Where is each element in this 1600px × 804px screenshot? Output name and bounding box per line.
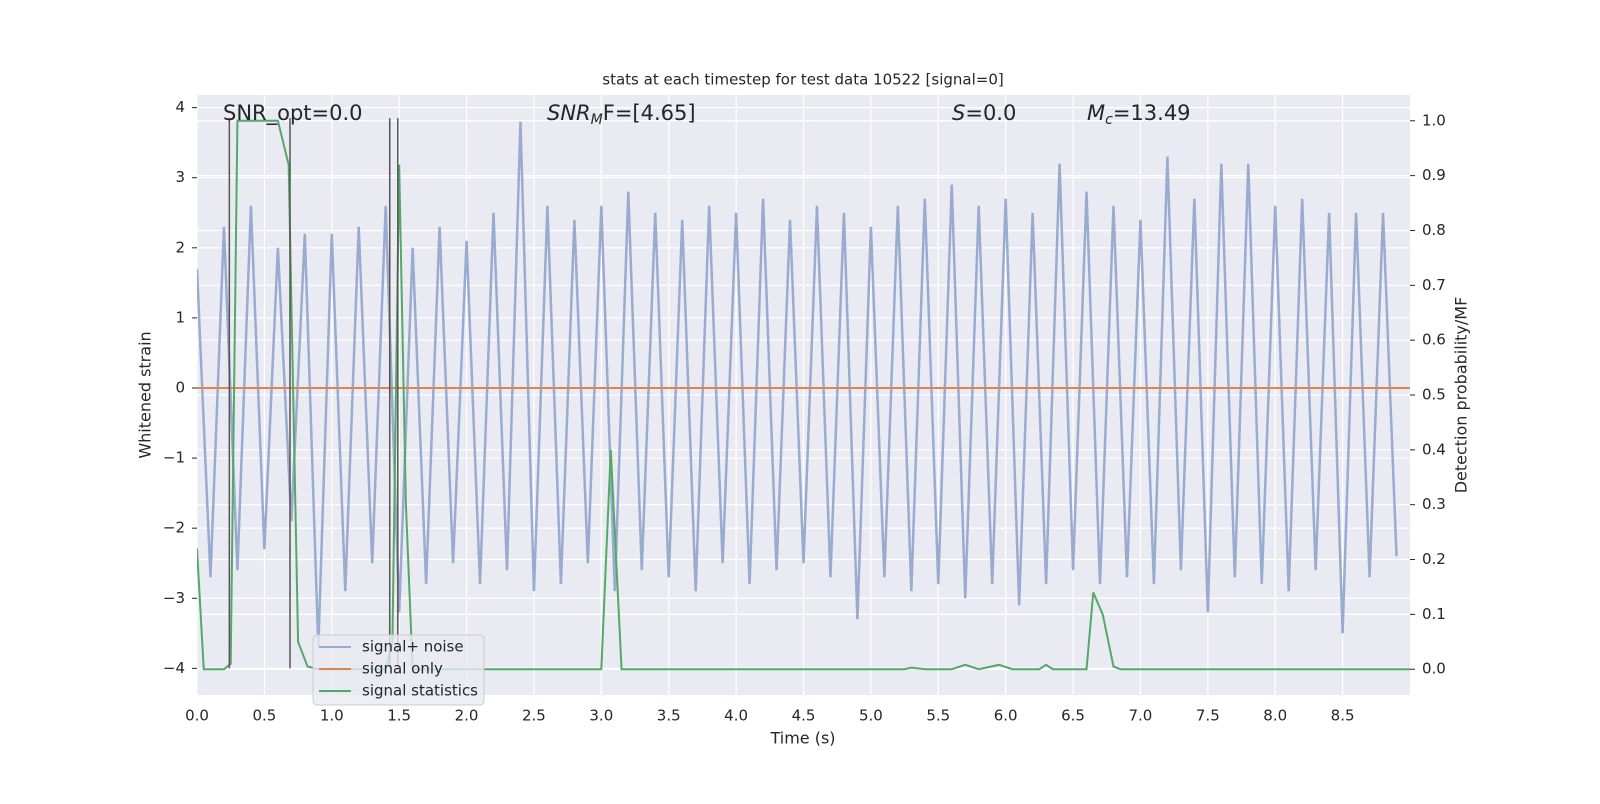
y2-tick-label: 0.6 bbox=[1422, 331, 1446, 349]
x-tick-label: 8.5 bbox=[1331, 707, 1355, 725]
annotation-main: M bbox=[1087, 101, 1105, 125]
y2-tick-label: 0.1 bbox=[1422, 605, 1446, 623]
annotation-sub: c bbox=[1105, 112, 1113, 128]
x-tick-label: 5.0 bbox=[859, 707, 883, 725]
x-tick-label: 2.0 bbox=[455, 707, 479, 725]
x-tick-label: 6.5 bbox=[1061, 707, 1085, 725]
x-tick-label: 0.0 bbox=[185, 707, 209, 725]
annotation: S=0.0 bbox=[952, 101, 1016, 125]
legend-label: signal statistics bbox=[362, 682, 478, 700]
legend-box bbox=[312, 634, 485, 706]
y-tick-label: 0 bbox=[175, 378, 185, 396]
annotation-sub: M bbox=[591, 112, 603, 128]
y-tick-label: −1 bbox=[163, 449, 185, 467]
y-axis-label: Whitened strain bbox=[136, 331, 155, 458]
labels: 0.0 0.5 1.0 1.5 2.0 2.5 3.0 3.5 4.0 4.5 5.0 5.5 6.0 6… bbox=[163, 98, 1446, 724]
x-tick-label: 7.5 bbox=[1196, 707, 1220, 725]
annotation-rest: F=[4.65] bbox=[603, 101, 696, 125]
x-tick-label: 4.0 bbox=[724, 707, 748, 725]
x-tick-label: 2.5 bbox=[522, 707, 546, 725]
annotation-main: SNR bbox=[547, 101, 591, 125]
annotation-main: S bbox=[952, 101, 965, 125]
y-tick-label: 1 bbox=[175, 308, 185, 326]
annotation: Mc=13.49 bbox=[1087, 101, 1191, 128]
annotation-text: SNR_opt=0.0 bbox=[223, 101, 363, 126]
annotation-rest: =13.49 bbox=[1113, 101, 1191, 125]
x-tick-label: 0.5 bbox=[252, 707, 276, 725]
annotation: SNR_opt=0.0 bbox=[223, 101, 363, 126]
x-tick-label: 4.5 bbox=[792, 707, 816, 725]
series-line bbox=[197, 121, 1398, 648]
y-tick-label: 3 bbox=[175, 168, 185, 186]
x-tick-label: 8.0 bbox=[1263, 707, 1287, 725]
chart-title: stats at each timestep for test data 105… bbox=[602, 71, 1003, 89]
x-axis-label: Time (s) bbox=[769, 729, 835, 748]
y2-axis-label: Detection probability/MF bbox=[1452, 297, 1471, 494]
x-tick-label: 5.5 bbox=[926, 707, 950, 725]
marks bbox=[197, 118, 1410, 671]
y2-tick-label: 0.0 bbox=[1422, 660, 1446, 678]
legend-label: signal+ noise bbox=[362, 638, 464, 656]
series-line bbox=[197, 119, 1410, 671]
x-tick-label: 3.0 bbox=[589, 707, 613, 725]
y2-tick-label: 0.8 bbox=[1422, 221, 1446, 239]
y-tick-label: 2 bbox=[175, 238, 185, 256]
y-tick-label: 4 bbox=[175, 98, 185, 116]
x-tick-label: 1.5 bbox=[387, 707, 411, 725]
y-tick-label: −4 bbox=[163, 659, 185, 677]
y-tick-label: −2 bbox=[163, 519, 185, 537]
x-tick-label: 6.0 bbox=[994, 707, 1018, 725]
x-tick-label: 7.0 bbox=[1129, 707, 1153, 725]
x-tick-label: 3.5 bbox=[657, 707, 681, 725]
y2-tick-label: 0.4 bbox=[1422, 440, 1446, 458]
y-tick-label: −3 bbox=[163, 589, 185, 607]
annotation-rest: =0.0 bbox=[965, 101, 1016, 125]
y2-tick-label: 0.5 bbox=[1422, 386, 1446, 404]
y2-tick-label: 0.9 bbox=[1422, 166, 1446, 184]
x-tick-label: 1.0 bbox=[320, 707, 344, 725]
y2-tick-label: 0.3 bbox=[1422, 495, 1446, 513]
y2-tick-label: 0.7 bbox=[1422, 276, 1446, 294]
y2-tick-label: 1.0 bbox=[1422, 111, 1446, 129]
legend-label: signal only bbox=[362, 660, 443, 678]
annotation: SNRMF=[4.65] bbox=[547, 101, 696, 128]
y2-tick-label: 0.2 bbox=[1422, 550, 1446, 568]
